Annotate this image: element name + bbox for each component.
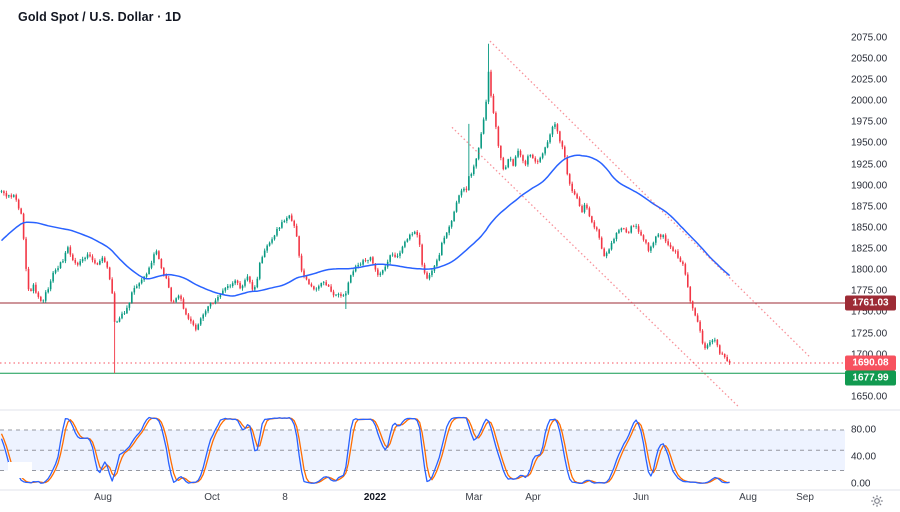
time-tick-8: 8 — [282, 492, 288, 503]
price-tick-1700: 1700.00 — [851, 349, 887, 360]
stoch-tick-80: 80.00 — [851, 424, 877, 436]
time-tick-Aug: Aug — [94, 492, 112, 503]
price-axis-scale[interactable] — [845, 0, 900, 490]
price-tick-2050: 2050.00 — [851, 53, 888, 65]
price-tick-1775: 1775.00 — [851, 285, 888, 297]
price-badge-1761.03: 1761.03 — [845, 295, 896, 311]
time-tick-Jun: Jun — [632, 492, 650, 503]
stoch-tick-40: 40.00 — [851, 451, 877, 463]
up-candle-bodies — [0, 71, 716, 349]
price-badge-1690.08: 1690.08 — [845, 355, 896, 371]
time-axis-settings-gear-icon[interactable] — [869, 493, 885, 509]
price-tick-1800: 1800.00 — [851, 264, 888, 276]
stoch-k-line — [0, 416, 730, 484]
time-axis-scale[interactable] — [0, 490, 900, 512]
price-tick-2000: 2000.00 — [851, 95, 888, 107]
symbol-title[interactable]: Gold Spot / U.S. Dollar · 1D — [18, 10, 182, 24]
price-tick-1950: 1950.00 — [851, 137, 888, 149]
price-tick-2025: 2025.00 — [851, 74, 888, 86]
stoch-tick-0: 0.00 — [851, 478, 871, 490]
price-tick-1650: 1650.00 — [851, 391, 888, 403]
price-tick-1825: 1825.00 — [851, 243, 888, 255]
down-candle-wicks — [3, 69, 731, 374]
price-tick-1975: 1975.00 — [851, 116, 888, 128]
price-tick-1900: 1900.00 — [851, 180, 888, 192]
time-tick-Aug: Aug — [739, 492, 757, 503]
down-candle-bodies — [3, 71, 731, 364]
time-tick-2022: 2022 — [363, 492, 387, 503]
price-tick-1725: 1725.00 — [851, 328, 888, 339]
price-tick-1850: 1850.00 — [851, 222, 888, 234]
time-tick-Sep: Sep — [796, 492, 814, 503]
price-badge-1677.99: 1677.99 — [845, 370, 896, 386]
price-tick-2075: 2075.00 — [851, 32, 888, 44]
price-tick-1925: 1925.00 — [851, 159, 888, 170]
time-tick-Oct: Oct — [204, 492, 220, 503]
time-tick-Mar: Mar — [465, 492, 483, 503]
trendline-channel-lower[interactable] — [451, 126, 739, 407]
time-tick-Apr: Apr — [525, 492, 541, 503]
trendline-channel-upper[interactable] — [489, 40, 811, 358]
attribution-placeholder — [8, 462, 32, 478]
price-tick-1875: 1875.00 — [851, 201, 888, 213]
price-tick-1750: 1750.00 — [851, 306, 888, 318]
sma-50-line[interactable] — [0, 154, 731, 297]
